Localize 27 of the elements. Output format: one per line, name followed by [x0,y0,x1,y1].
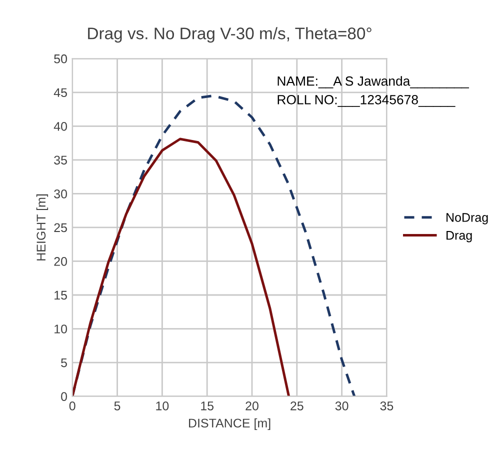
y-tick-label: 35 [54,156,67,165]
y-axis-title: HEIGHT [m] [36,194,48,260]
x-tick-label: 10 [156,401,169,410]
y-tick-label: 0 [61,392,68,401]
x-tick-label: 5 [114,402,120,410]
x-tick-label: 20 [246,401,258,410]
x-tick-label: 25 [290,401,304,410]
x-axis-title: DISTANCE [m] [189,418,270,430]
y-tick-label: 40 [54,122,68,131]
x-tick-label: 35 [380,401,394,410]
y-tick-label: 50 [54,54,68,64]
y-tick-label: 5 [61,358,67,368]
y-tick-label: 30 [54,190,68,198]
y-tick-label: 45 [54,88,67,98]
y-tick-label: 20 [54,257,68,266]
line-series [72,138,290,396]
legend-label: Drag [446,231,472,242]
legend-label: NoDrag [446,213,488,224]
annotation: NAME:__A S Jawanda________ [278,76,470,88]
y-tick-label: 25 [54,223,67,232]
y-tick-label: 10 [54,324,68,334]
x-tick-label: 15 [201,402,214,410]
x-tick-label: 30 [335,401,348,410]
annotation: ROLL NO:___12345678_____ [278,95,456,107]
y-tick-label: 15 [54,290,67,300]
chart-title: Drag vs. No Drag V-30 m/s, Theta=80° [88,27,372,43]
x-tick-label: 0 [69,401,76,410]
